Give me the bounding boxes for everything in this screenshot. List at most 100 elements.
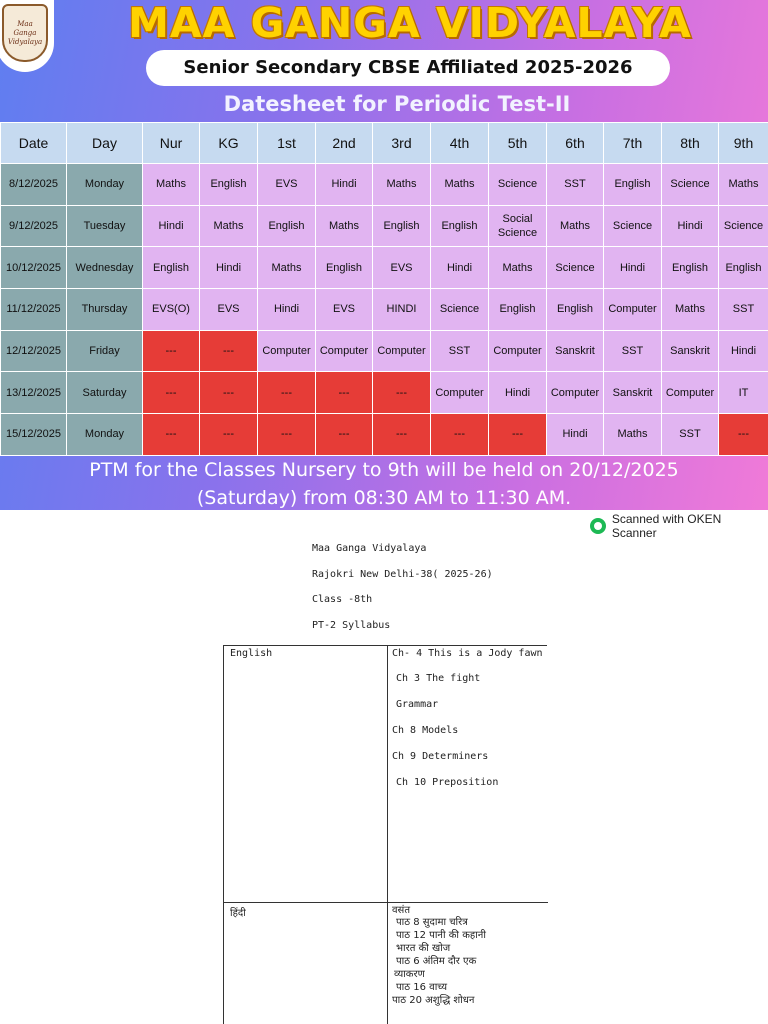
datesheet-row: 9/12/2025 Tuesday Hindi Maths English Maths En… bbox=[0, 204, 768, 248]
day-cell: Thursday bbox=[66, 288, 143, 331]
subject-cell: English bbox=[199, 163, 258, 206]
ptm-line-2: (Saturday) from 08:30 AM to 11:30 AM. bbox=[196, 487, 572, 509]
date-cell: 15/12/2025 bbox=[0, 413, 67, 456]
column-header: 9th bbox=[718, 122, 768, 164]
hindi-topic: व्याकरण bbox=[394, 969, 425, 980]
english-topic: Ch 8 Models bbox=[392, 725, 459, 736]
affiliation-badge: Senior Secondary CBSE Affiliated 2025-20… bbox=[146, 50, 670, 86]
hindi-topic: वसंत bbox=[392, 905, 411, 916]
subject-cell: Maths bbox=[661, 288, 719, 331]
header-row: Date Day Nur KG 1st 2nd 3rd 4th 5th 6th 7th 8th 9th bbox=[0, 122, 768, 164]
datesheet-poster: Maa Ganga Vidyalaya MAA GANGA VIDYALAYA … bbox=[0, 0, 768, 510]
no-exam-cell: --- bbox=[257, 413, 316, 456]
subject-cell: SST bbox=[661, 413, 719, 456]
subject-cell: Maths bbox=[315, 204, 373, 248]
no-exam-cell: --- bbox=[315, 413, 373, 456]
english-topic: Grammar bbox=[396, 699, 439, 710]
subject-cell: Science bbox=[603, 204, 662, 248]
no-exam-cell: --- bbox=[199, 371, 258, 415]
subject-cell: Hindi bbox=[603, 246, 662, 290]
column-header: 4th bbox=[430, 122, 489, 164]
subject-cell: English bbox=[430, 204, 489, 248]
hindi-topic: पाठ 8 सुदामा चरित्र bbox=[396, 917, 468, 928]
subject-cell: English bbox=[603, 163, 662, 206]
no-exam-cell: --- bbox=[142, 371, 200, 415]
day-cell: Wednesday bbox=[66, 246, 143, 290]
subject-cell: English bbox=[546, 288, 604, 331]
subject-cell: IT bbox=[718, 371, 768, 415]
scanner-watermark: Scanned with OKEN Scanner bbox=[590, 512, 768, 540]
hindi-topic: पाठ 20 अशुद्धि शोधन bbox=[392, 995, 475, 1006]
doc-class: Class -8th bbox=[312, 594, 373, 605]
subject-cell: Maths bbox=[718, 163, 768, 206]
subject-cell: English bbox=[718, 246, 768, 290]
subject-cell: English bbox=[315, 246, 373, 290]
row-divider bbox=[224, 902, 548, 903]
subject-cell: Maths bbox=[142, 163, 200, 206]
no-exam-cell: --- bbox=[372, 413, 431, 456]
subject-cell: Maths bbox=[488, 246, 547, 290]
column-header: KG bbox=[199, 122, 258, 164]
subject-cell: Maths bbox=[257, 246, 316, 290]
logo-emblem: Maa Ganga Vidyalaya bbox=[2, 4, 48, 62]
subject-cell: EVS bbox=[372, 246, 431, 290]
ptm-line-1: PTM for the Classes Nursery to 9th will … bbox=[89, 459, 679, 481]
subject-cell: Computer bbox=[661, 371, 719, 415]
datesheet-row: 15/12/2025 Monday --- --- --- --- --- --- --- Hin… bbox=[0, 413, 768, 456]
hindi-topic: भारत की खोज bbox=[396, 943, 451, 954]
no-exam-cell: --- bbox=[142, 329, 200, 373]
subject-cell: Science bbox=[488, 163, 547, 206]
subject-cell: English bbox=[142, 246, 200, 290]
datesheet-row: 11/12/2025 Thursday EVS(O) EVS Hindi EVS HINDI… bbox=[0, 288, 768, 331]
doc-address: Rajokri New Delhi-38( 2025-26) bbox=[312, 569, 493, 580]
column-header: 3rd bbox=[372, 122, 431, 164]
subject-cell: Hindi bbox=[142, 204, 200, 248]
subject-cell: Maths bbox=[546, 204, 604, 248]
no-exam-cell: --- bbox=[488, 413, 547, 456]
subject-cell: Sanskrit bbox=[603, 371, 662, 415]
english-topic: Ch- 4 This is a Jody fawn bbox=[392, 648, 543, 659]
subject-english: English bbox=[230, 648, 273, 659]
subject-cell: SST bbox=[718, 288, 768, 331]
date-cell: 12/12/2025 bbox=[0, 329, 67, 373]
subject-cell: Hindi bbox=[718, 329, 768, 373]
subject-cell: English bbox=[661, 246, 719, 290]
subject-cell: Social Science bbox=[488, 204, 547, 248]
date-cell: 11/12/2025 bbox=[0, 288, 67, 331]
subject-cell: Hindi bbox=[199, 246, 258, 290]
english-topic: Ch 9 Determiners bbox=[392, 751, 489, 762]
subject-cell: SST bbox=[603, 329, 662, 373]
ptm-notice: PTM for the Classes Nursery to 9th will … bbox=[0, 456, 768, 510]
no-exam-cell: --- bbox=[430, 413, 489, 456]
subject-cell: Science bbox=[718, 204, 768, 248]
date-cell: 13/12/2025 bbox=[0, 371, 67, 415]
datesheet-row: 12/12/2025 Friday --- --- Computer Computer Co… bbox=[0, 329, 768, 373]
column-header: 1st bbox=[257, 122, 316, 164]
hindi-topic: पाठ 6 अंतिम दौर एक bbox=[396, 956, 477, 967]
column-header: Nur bbox=[142, 122, 200, 164]
datesheet-row: 13/12/2025 Saturday --- --- --- --- --- Compute… bbox=[0, 371, 768, 415]
no-exam-cell: --- bbox=[199, 329, 258, 373]
school-name: MAA GANGA VIDYALAYA bbox=[128, 0, 692, 47]
no-exam-cell: --- bbox=[718, 413, 768, 456]
english-topic: Ch 10 Preposition bbox=[396, 777, 499, 788]
no-exam-cell: --- bbox=[199, 413, 258, 456]
date-cell: 9/12/2025 bbox=[0, 204, 67, 248]
datesheet-table: Date Day Nur KG 1st 2nd 3rd 4th 5th 6th 7th 8th 9th … bbox=[0, 122, 768, 456]
scanner-watermark-text: Scanned with OKEN Scanner bbox=[611, 512, 722, 540]
subject-cell: English bbox=[257, 204, 316, 248]
datesheet-row: 10/12/2025 Wednesday English Hindi Maths Engl… bbox=[0, 246, 768, 290]
subject-hindi: हिंदी bbox=[230, 908, 246, 919]
no-exam-cell: --- bbox=[257, 371, 316, 415]
column-header: 8th bbox=[661, 122, 719, 164]
subject-cell: English bbox=[372, 204, 431, 248]
day-cell: Friday bbox=[66, 329, 143, 373]
subject-cell: Computer bbox=[546, 371, 604, 415]
subject-cell: EVS bbox=[199, 288, 258, 331]
column-header: Day bbox=[66, 122, 143, 164]
datesheet-row: 8/12/2025 Monday Maths English EVS Hindi Maths… bbox=[0, 163, 768, 206]
day-cell: Saturday bbox=[66, 371, 143, 415]
doc-syllabus-title: PT-2 Syllabus bbox=[312, 620, 391, 631]
hindi-topic: पाठ 16 वाच्य bbox=[396, 982, 448, 993]
subject-cell: SST bbox=[430, 329, 489, 373]
